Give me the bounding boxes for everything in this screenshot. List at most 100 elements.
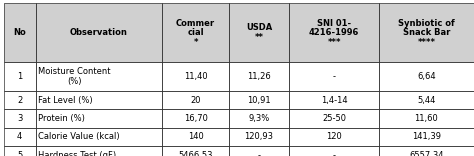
Text: 9,3%: 9,3% xyxy=(248,114,270,123)
Text: 141,39: 141,39 xyxy=(412,132,441,141)
Bar xyxy=(379,62,474,91)
Bar xyxy=(36,3,163,62)
Bar xyxy=(4,128,36,146)
Bar xyxy=(163,91,229,109)
Bar xyxy=(163,62,229,91)
Bar xyxy=(36,128,163,146)
Bar xyxy=(36,146,163,156)
Text: 5: 5 xyxy=(17,151,22,156)
Text: Commer
cial
*: Commer cial * xyxy=(176,19,215,47)
Text: Protein (%): Protein (%) xyxy=(38,114,85,123)
Bar xyxy=(163,3,229,62)
Bar xyxy=(4,62,36,91)
Bar xyxy=(290,62,379,91)
Bar xyxy=(290,146,379,156)
Text: 6557,34: 6557,34 xyxy=(409,151,444,156)
Bar xyxy=(290,146,379,156)
Bar xyxy=(379,3,474,62)
Text: 140: 140 xyxy=(188,132,203,141)
Bar xyxy=(229,109,290,128)
Text: 20: 20 xyxy=(191,96,201,105)
Bar xyxy=(229,91,290,109)
Bar xyxy=(229,62,290,91)
Text: 120,93: 120,93 xyxy=(245,132,273,141)
Bar xyxy=(36,109,163,128)
Bar xyxy=(163,3,229,62)
Bar xyxy=(290,109,379,128)
Bar xyxy=(163,128,229,146)
Text: 2: 2 xyxy=(17,96,22,105)
Bar xyxy=(36,128,163,146)
Bar xyxy=(163,128,229,146)
Bar xyxy=(163,91,229,109)
Bar xyxy=(229,62,290,91)
Bar xyxy=(379,146,474,156)
Bar xyxy=(290,62,379,91)
Bar xyxy=(163,146,229,156)
Bar xyxy=(36,3,163,62)
Bar xyxy=(379,128,474,146)
Text: SNI 01-
4216-1996
***: SNI 01- 4216-1996 *** xyxy=(309,19,359,47)
Text: -: - xyxy=(257,151,261,156)
Bar xyxy=(4,109,36,128)
Text: 1,4-14: 1,4-14 xyxy=(321,96,347,105)
Bar xyxy=(290,91,379,109)
Bar xyxy=(229,128,290,146)
Bar xyxy=(4,62,36,91)
Text: 5466,53: 5466,53 xyxy=(178,151,213,156)
Bar xyxy=(36,109,163,128)
Bar xyxy=(4,109,36,128)
Bar xyxy=(379,3,474,62)
Bar xyxy=(379,91,474,109)
Bar xyxy=(4,3,36,62)
Text: 10,91: 10,91 xyxy=(247,96,271,105)
Text: Observation: Observation xyxy=(70,28,128,37)
Bar xyxy=(163,146,229,156)
Text: Calorie Value (kcal): Calorie Value (kcal) xyxy=(38,132,120,141)
Bar xyxy=(379,62,474,91)
Text: Hardness Test (gF): Hardness Test (gF) xyxy=(38,151,117,156)
Bar xyxy=(4,91,36,109)
Bar xyxy=(163,109,229,128)
Text: 120: 120 xyxy=(326,132,342,141)
Text: 1: 1 xyxy=(17,72,22,81)
Text: 5,44: 5,44 xyxy=(417,96,436,105)
Bar xyxy=(163,109,229,128)
Bar xyxy=(290,128,379,146)
Bar xyxy=(379,146,474,156)
Text: 3: 3 xyxy=(17,114,22,123)
Bar xyxy=(36,91,163,109)
Text: 16,70: 16,70 xyxy=(184,114,208,123)
Bar xyxy=(379,91,474,109)
Bar xyxy=(379,109,474,128)
Text: No: No xyxy=(13,28,26,37)
Text: 11,26: 11,26 xyxy=(247,72,271,81)
Bar xyxy=(36,62,163,91)
Bar xyxy=(4,146,36,156)
Bar xyxy=(379,109,474,128)
Text: USDA
**: USDA ** xyxy=(246,23,272,42)
Bar xyxy=(290,3,379,62)
Text: 4: 4 xyxy=(17,132,22,141)
Text: 11,60: 11,60 xyxy=(415,114,438,123)
Text: -: - xyxy=(333,151,336,156)
Bar xyxy=(290,109,379,128)
Text: -: - xyxy=(333,72,336,81)
Text: 25-50: 25-50 xyxy=(322,114,346,123)
Bar xyxy=(379,128,474,146)
Text: 6,64: 6,64 xyxy=(417,72,436,81)
Bar xyxy=(290,128,379,146)
Bar xyxy=(36,146,163,156)
Bar xyxy=(36,91,163,109)
Bar xyxy=(229,3,290,62)
Text: Synbiotic of
Snack Bar
****: Synbiotic of Snack Bar **** xyxy=(398,19,455,47)
Text: Moisture Content
(%): Moisture Content (%) xyxy=(38,67,111,86)
Bar xyxy=(4,128,36,146)
Bar xyxy=(163,62,229,91)
Bar xyxy=(4,3,36,62)
Bar xyxy=(229,3,290,62)
Bar xyxy=(4,146,36,156)
Bar xyxy=(229,109,290,128)
Bar xyxy=(4,91,36,109)
Text: 11,40: 11,40 xyxy=(184,72,208,81)
